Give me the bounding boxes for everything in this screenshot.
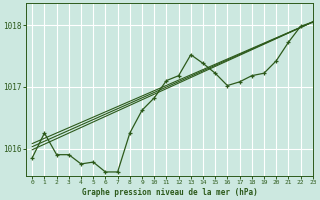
X-axis label: Graphe pression niveau de la mer (hPa): Graphe pression niveau de la mer (hPa) [82, 188, 257, 197]
